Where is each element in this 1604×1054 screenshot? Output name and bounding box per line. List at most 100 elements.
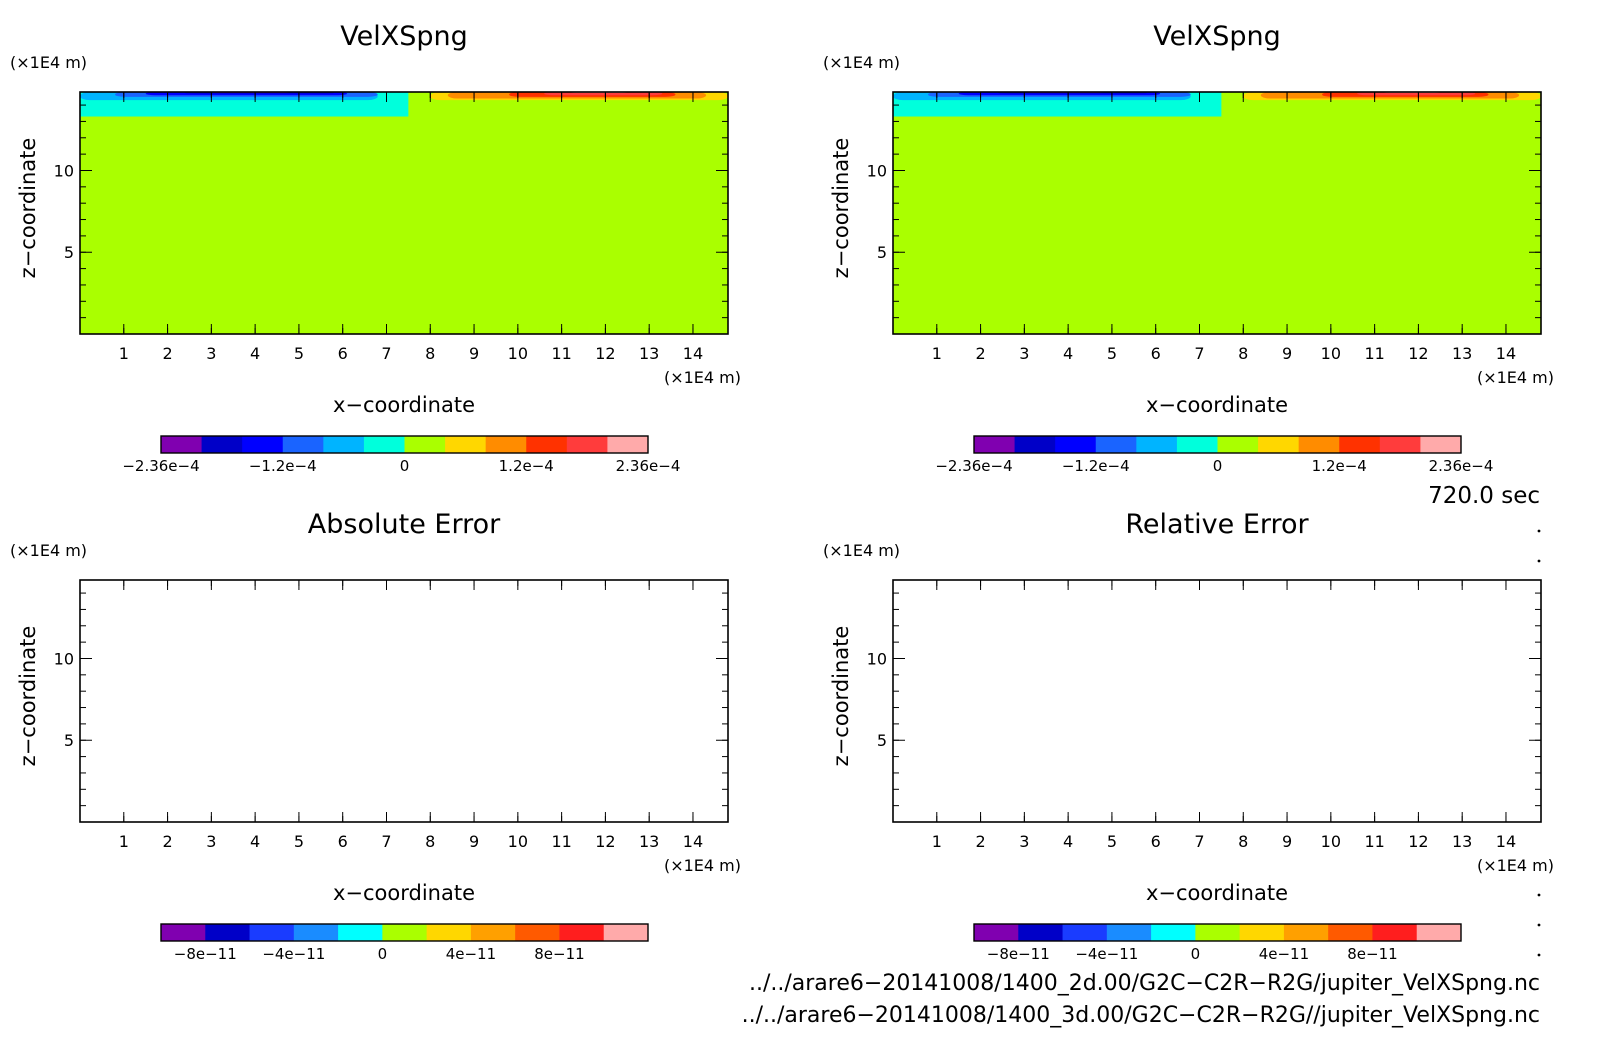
x-tick-label: 11 [551, 344, 571, 363]
x-tick-label: 10 [508, 344, 528, 363]
x-tick-label: 13 [1452, 832, 1472, 851]
colorbar-swatch [1298, 436, 1340, 453]
x-tick-label: 14 [1496, 344, 1516, 363]
x-tick-label: 11 [551, 832, 571, 851]
colorbar-swatch [526, 436, 568, 453]
y-unit-label: (×1E4 m) [823, 53, 900, 72]
colorbar-swatch [1258, 436, 1300, 453]
colorbar-label: 0 [1191, 945, 1201, 963]
x-tick-label: 13 [639, 832, 659, 851]
colorbar-swatch [1217, 436, 1259, 453]
colorbar-swatch [1379, 436, 1421, 453]
x-tick-label: 4 [1063, 832, 1073, 851]
colorbar-swatch [485, 436, 527, 453]
colorbar-swatch [363, 436, 405, 453]
x-tick-label: 3 [206, 344, 216, 363]
x-tick-label: 8 [425, 832, 435, 851]
heatmap-background [893, 580, 1541, 822]
x-unit-label: (×1E4 m) [1477, 368, 1554, 387]
x-tick-label: 12 [595, 344, 615, 363]
x-tick-label: 8 [425, 344, 435, 363]
plot-frame [892, 579, 1542, 823]
y-axis-label: z−coordinate [16, 138, 40, 279]
colorbar-swatch [282, 436, 324, 453]
x-unit-label: (×1E4 m) [664, 368, 741, 387]
colorbar-swatch [338, 924, 383, 941]
x-tick-label: 9 [469, 832, 479, 851]
colorbar-label: 1.2e−4 [1312, 457, 1367, 475]
x-tick-label: 11 [1364, 832, 1384, 851]
x-tick-label: 9 [1282, 344, 1292, 363]
x-axis-label: x−coordinate [333, 881, 475, 905]
colorbar-swatch [1372, 924, 1418, 941]
colorbar-frame [973, 923, 1462, 942]
plot-frame [79, 579, 729, 823]
x-tick-label: 10 [1321, 832, 1341, 851]
colorbar-swatch [1151, 924, 1196, 941]
colorbar-swatch [205, 924, 251, 941]
chart-title: VelXSpng [340, 21, 468, 52]
x-tick-label: 3 [1019, 344, 1029, 363]
x-axis-label: x−coordinate [1146, 881, 1288, 905]
x-tick-label: 9 [1282, 832, 1292, 851]
x-tick-label: 14 [683, 344, 703, 363]
x-tick-label: 4 [250, 832, 260, 851]
x-unit-label: (×1E4 m) [1477, 856, 1554, 875]
colorbar-label: −1.2e−4 [1062, 457, 1130, 475]
x-tick-label: 6 [338, 832, 348, 851]
y-tick-label: 5 [877, 731, 887, 750]
x-tick-label: 10 [508, 832, 528, 851]
colorbar-swatch [1195, 924, 1241, 941]
colorbar-swatch [1055, 436, 1097, 453]
colorbar-swatch [445, 436, 487, 453]
x-tick-label: 9 [469, 344, 479, 363]
colorbar-swatch [161, 924, 206, 941]
colorbar-swatch [242, 436, 284, 453]
colorbar-swatch [382, 924, 428, 941]
x-tick-label: 1 [119, 344, 129, 363]
y-axis-label: z−coordinate [16, 626, 40, 767]
x-tick-label: 2 [975, 832, 985, 851]
colorbar-swatch [1062, 924, 1108, 941]
x-unit-label: (×1E4 m) [664, 856, 741, 875]
colorbar-swatch [1420, 436, 1462, 453]
colorbar-label: 4e−11 [1259, 945, 1309, 963]
chart-panel-2: VelXSpng(×1E4 m)(×1E4 m)1 2 3 4 5 6 7 8 9 10 11 12 1… [823, 21, 1554, 475]
marker-dots [1537, 529, 1541, 957]
y-tick-label: 10 [54, 649, 74, 668]
y-tick-label: 10 [54, 161, 74, 180]
x-tick-label: 5 [1107, 344, 1117, 363]
x-tick-label: 5 [294, 344, 304, 363]
x-tick-label: 12 [1408, 832, 1428, 851]
colorbar-swatch [607, 436, 649, 453]
colorbar-swatch [323, 436, 365, 453]
colorbar-label: −2.36e−4 [935, 457, 1012, 475]
chart-title: VelXSpng [1153, 21, 1281, 52]
colorbar-swatch [1283, 924, 1329, 941]
colorbar-swatch [515, 924, 560, 941]
footer-path-2: ../../arare6−20141008/1400_3d.00/G2C−C2R… [742, 1003, 1540, 1028]
marker-dot [1537, 923, 1541, 927]
x-tick-label: 1 [932, 832, 942, 851]
colorbar-swatch [1018, 924, 1064, 941]
heatmap-cell [1357, 92, 1476, 96]
x-tick-label: 8 [1238, 344, 1248, 363]
colorbar-swatch [1328, 924, 1373, 941]
x-tick-label: 1 [119, 832, 129, 851]
colorbar-swatch [293, 924, 339, 941]
x-tick-label: 12 [1408, 344, 1428, 363]
colorbar-label: −1.2e−4 [249, 457, 317, 475]
y-axis-label: z−coordinate [829, 138, 853, 279]
marker-dot [1537, 893, 1541, 897]
colorbar-swatch [1339, 436, 1381, 453]
marker-dot [1537, 953, 1541, 957]
colorbar-label: −8e−11 [987, 945, 1050, 963]
time-label: 720.0 sec [1428, 483, 1540, 509]
y-tick-label: 5 [64, 731, 74, 750]
x-tick-label: 14 [1496, 832, 1516, 851]
marker-dot [1537, 529, 1541, 533]
y-axis-label: z−coordinate [829, 626, 853, 767]
x-tick-label: 4 [1063, 344, 1073, 363]
chart-panel-3: Absolute Error(×1E4 m)(×1E4 m)1 2 3 4 5 6 7 8 9 1… [10, 509, 741, 963]
colorbar-frame [160, 923, 649, 942]
